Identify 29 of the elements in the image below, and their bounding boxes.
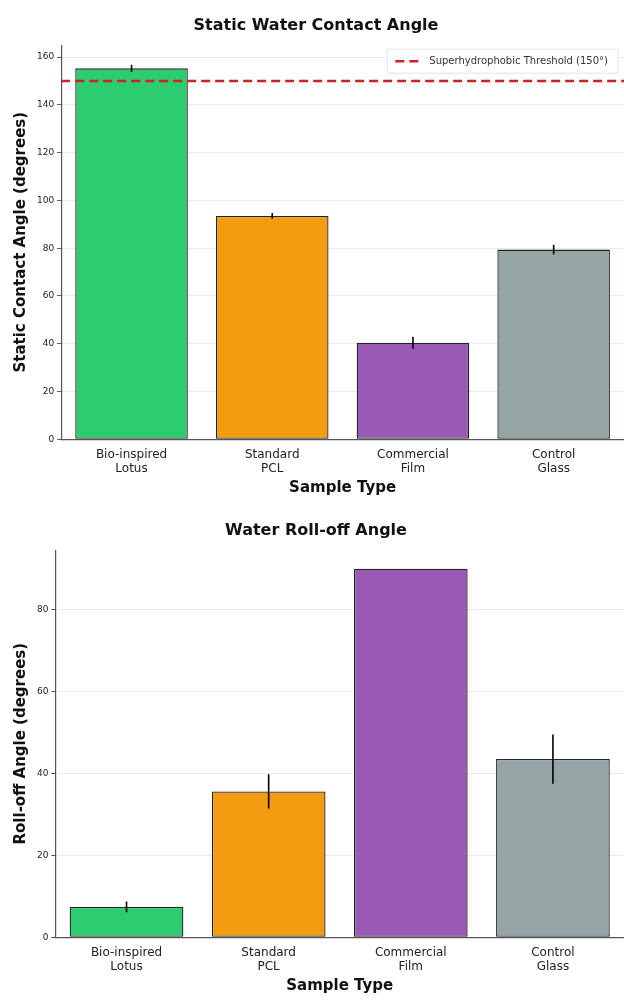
y-tick-label: 40 [42, 338, 55, 349]
y-tick-label: 80 [42, 242, 55, 253]
y-tick-label: 60 [37, 685, 49, 696]
y-tick-label: 20 [42, 385, 55, 396]
y-tick-label: 140 [36, 99, 55, 110]
x-tick-label: Standard PCL [244, 446, 300, 475]
y-axis-title: Static Contact Angle (degrees) [10, 111, 29, 373]
x-tick-label: Standard PCL [241, 944, 296, 973]
chart-title: Water Roll-off Angle [225, 519, 408, 539]
y-tick-label: 20 [37, 849, 49, 860]
chart-title: Static Water Contact Angle [193, 14, 439, 34]
y-tick-label: 100 [36, 194, 55, 205]
x-tick-label: Bio-inspired Lotus [95, 446, 168, 475]
y-tick-label: 40 [37, 767, 49, 778]
y-tick-label: 160 [36, 51, 55, 62]
x-tick-label: Bio-inspired Lotus [90, 944, 163, 973]
y-tick-label: 120 [36, 147, 55, 157]
x-tick-label: Commercial Film [374, 944, 447, 973]
y-axis-title: Roll-off Angle (degrees) [10, 642, 29, 845]
y-tick-label: 0 [48, 433, 55, 444]
x-axis-title: Sample Type [289, 477, 397, 496]
y-tick-label: 80 [37, 603, 49, 614]
x-axis-title: Sample Type [286, 975, 394, 994]
x-tick-label: Control Glass [531, 446, 576, 475]
legend-label: Superhydrophobic Threshold (150°) [429, 54, 609, 66]
y-tick-label: 0 [42, 931, 49, 942]
x-tick-label: Commercial Film [377, 446, 449, 475]
x-tick-label: Control Glass [531, 944, 575, 973]
y-tick-label: 60 [42, 290, 55, 301]
